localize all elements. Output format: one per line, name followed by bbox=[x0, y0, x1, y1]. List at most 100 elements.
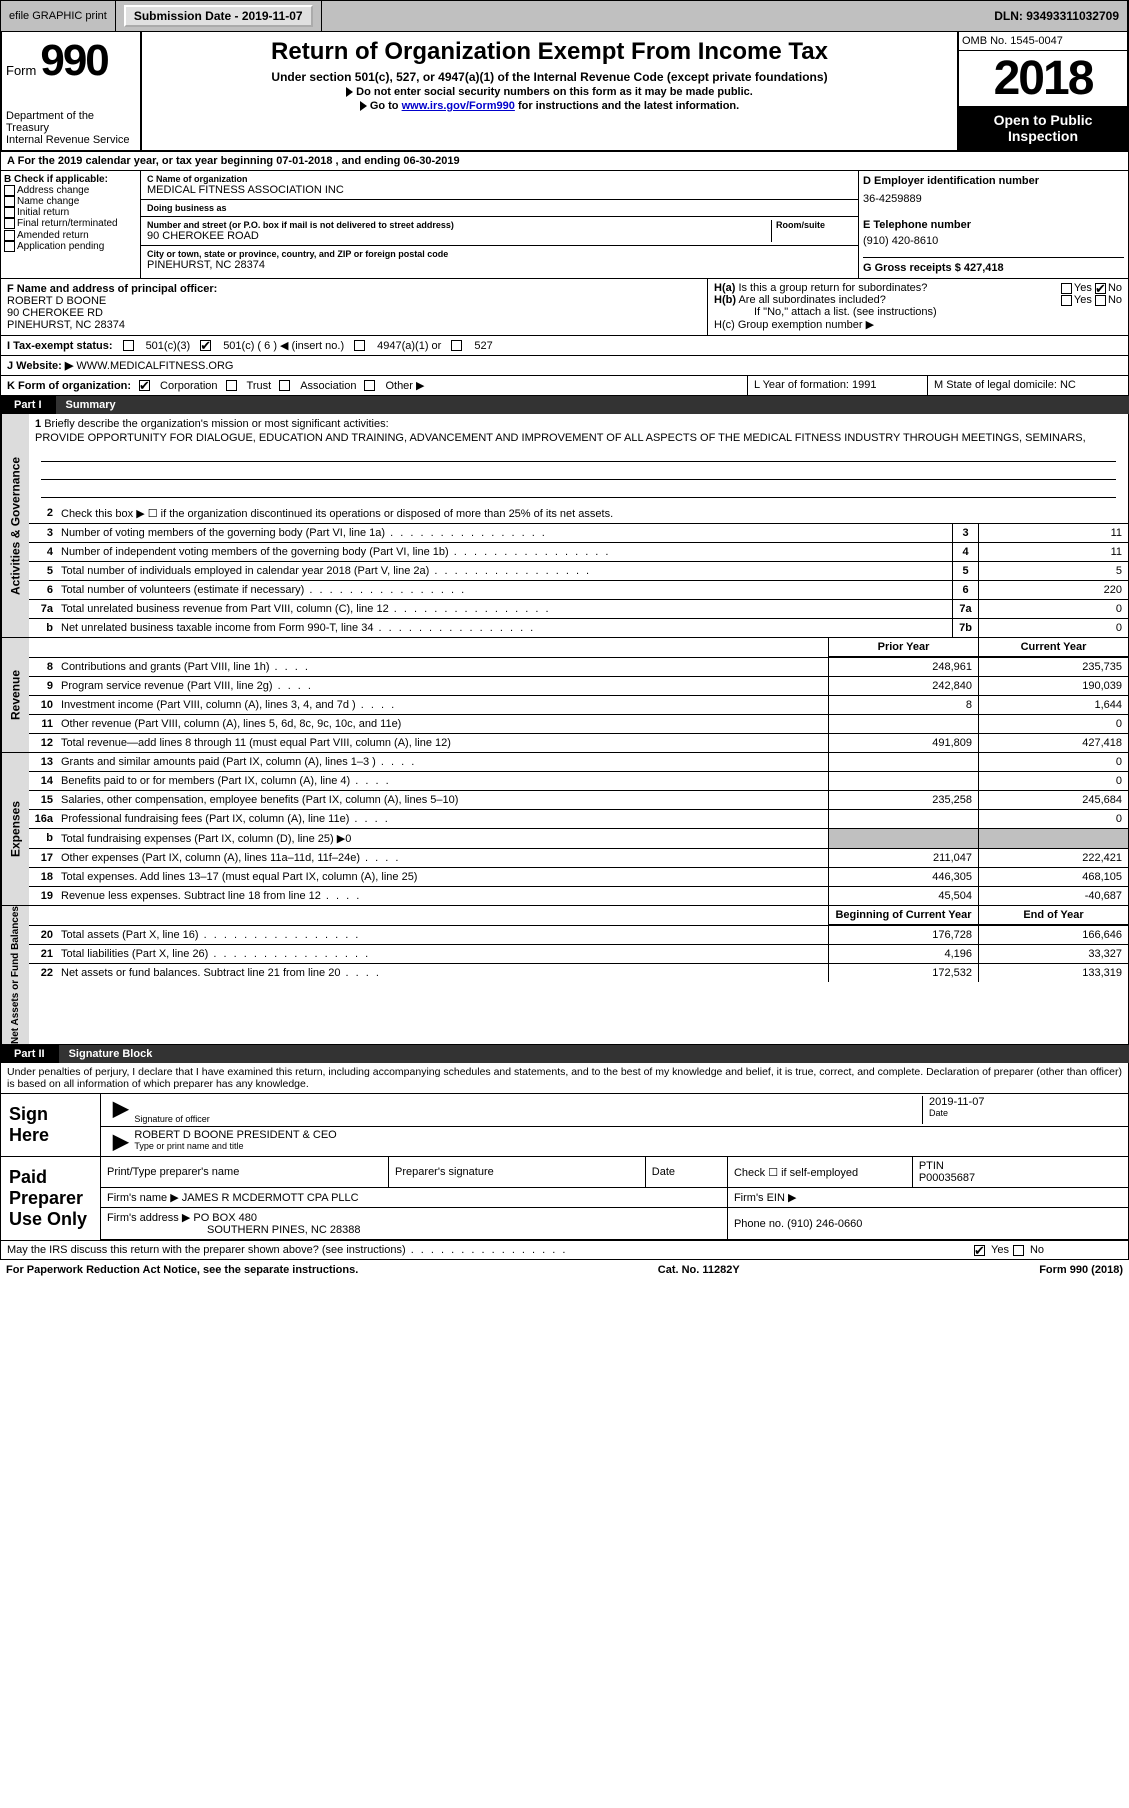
officer-addr1: 90 CHEROKEE RD bbox=[7, 307, 701, 319]
ein-label: D Employer identification number bbox=[863, 175, 1124, 187]
officer-name: ROBERT D BOONE bbox=[7, 295, 701, 307]
checkbox-icon[interactable] bbox=[1095, 295, 1106, 306]
vtab-activities: Activities & Governance bbox=[1, 414, 29, 637]
triangle-icon bbox=[360, 101, 367, 111]
checkbox-icon[interactable] bbox=[354, 340, 365, 351]
submission-date-button[interactable]: Submission Date - 2019-11-07 bbox=[124, 5, 313, 27]
firm-addr2: SOUTHERN PINES, NC 28388 bbox=[107, 1224, 360, 1236]
officer-label: F Name and address of principal officer: bbox=[7, 283, 701, 295]
gross-receipts: G Gross receipts $ 427,418 bbox=[863, 257, 1124, 274]
arrow-icon: ▶ bbox=[107, 1129, 134, 1154]
line7b: Net unrelated business taxable income fr… bbox=[57, 619, 952, 637]
row-f-h: F Name and address of principal officer:… bbox=[0, 279, 1129, 336]
col-begin: Beginning of Current Year bbox=[828, 906, 978, 925]
blank-line bbox=[41, 464, 1116, 480]
checkbox-icon[interactable] bbox=[4, 196, 15, 207]
city-label: City or town, state or province, country… bbox=[147, 249, 852, 259]
dba-label: Doing business as bbox=[147, 203, 852, 213]
line7a: Total unrelated business revenue from Pa… bbox=[57, 600, 952, 618]
omb-number: OMB No. 1545-0047 bbox=[959, 32, 1127, 51]
form-title: Return of Organization Exempt From Incom… bbox=[148, 38, 951, 66]
org-name-label: C Name of organization bbox=[147, 174, 852, 184]
ein-value: 36-4259889 bbox=[863, 193, 1124, 205]
checkbox-icon[interactable] bbox=[123, 340, 134, 351]
discuss-row: May the IRS discuss this return with the… bbox=[0, 1241, 1129, 1260]
line6: Total number of volunteers (estimate if … bbox=[57, 581, 952, 599]
box-h: H(a) Is this a group return for subordin… bbox=[708, 279, 1128, 335]
irs-link[interactable]: www.irs.gov/Form990 bbox=[402, 100, 515, 112]
line22: Net assets or fund balances. Subtract li… bbox=[57, 964, 828, 982]
checkbox-checked-icon[interactable] bbox=[200, 340, 211, 351]
section-activities: Activities & Governance 1 Briefly descri… bbox=[0, 414, 1129, 638]
date-caption: Date bbox=[929, 1108, 1122, 1118]
col-current-year: Current Year bbox=[978, 638, 1128, 657]
checkbox-icon[interactable] bbox=[279, 380, 290, 391]
top-bar: efile GRAPHIC print Submission Date - 20… bbox=[0, 0, 1129, 32]
checkbox-icon[interactable] bbox=[4, 218, 15, 229]
row-klm: K Form of organization: Corporation Trus… bbox=[0, 376, 1129, 396]
line15: Salaries, other compensation, employee b… bbox=[57, 791, 828, 809]
paid-preparer-block: Paid Preparer Use Only Print/Type prepar… bbox=[0, 1157, 1129, 1241]
firm-ein-lbl: Firm's EIN ▶ bbox=[727, 1188, 1128, 1208]
firm-name-lbl: Firm's name ▶ bbox=[107, 1192, 179, 1204]
section-expenses: Expenses 13Grants and similar amounts pa… bbox=[0, 753, 1129, 906]
col-prior-year: Prior Year bbox=[828, 638, 978, 657]
checkbox-icon[interactable] bbox=[226, 380, 237, 391]
checkbox-icon[interactable] bbox=[4, 241, 15, 252]
checkbox-icon[interactable] bbox=[1061, 283, 1072, 294]
checkbox-checked-icon[interactable] bbox=[974, 1245, 985, 1256]
prep-sig-hdr: Preparer's signature bbox=[389, 1157, 646, 1188]
name-caption: Type or print name and title bbox=[134, 1141, 1122, 1151]
website-label: J Website: ▶ bbox=[7, 360, 73, 372]
street-value: 90 CHEROKEE ROAD bbox=[147, 230, 767, 242]
part1-header: Part I Summary bbox=[0, 396, 1129, 414]
section-revenue: Revenue Prior YearCurrent Year 8Contribu… bbox=[0, 638, 1129, 753]
ptin-value: P00035687 bbox=[919, 1172, 975, 1184]
line16a: Professional fundraising fees (Part IX, … bbox=[57, 810, 828, 828]
firm-addr-lbl: Firm's address ▶ bbox=[107, 1212, 190, 1224]
checkbox-checked-icon[interactable] bbox=[1095, 283, 1106, 294]
open-public-badge: Open to Public Inspection bbox=[959, 106, 1127, 150]
footer-right: Form 990 (2018) bbox=[1039, 1264, 1123, 1276]
firm-name: JAMES R MCDERMOTT CPA PLLC bbox=[182, 1192, 359, 1204]
line20: Total assets (Part X, line 16) bbox=[57, 926, 828, 944]
vtab-revenue: Revenue bbox=[1, 638, 29, 752]
line8: Contributions and grants (Part VIII, lin… bbox=[57, 658, 828, 676]
firm-addr1: PO BOX 480 bbox=[193, 1212, 257, 1224]
perjury-statement: Under penalties of perjury, I declare th… bbox=[0, 1063, 1129, 1094]
line10: Investment income (Part VIII, column (A)… bbox=[57, 696, 828, 714]
part1-title: Summary bbox=[56, 396, 126, 414]
mission-text: PROVIDE OPPORTUNITY FOR DIALOGUE, EDUCAT… bbox=[35, 432, 1122, 444]
arrow-icon: ▶ bbox=[107, 1096, 134, 1124]
checkbox-icon[interactable] bbox=[451, 340, 462, 351]
checkbox-icon[interactable] bbox=[4, 207, 15, 218]
paid-preparer-label: Paid Preparer Use Only bbox=[1, 1157, 101, 1240]
checkbox-icon[interactable] bbox=[1013, 1245, 1024, 1256]
col-end: End of Year bbox=[978, 906, 1128, 925]
checkbox-icon[interactable] bbox=[4, 185, 15, 196]
dln-label: DLN: 93493311032709 bbox=[986, 1, 1128, 31]
form-990-logo: Form 990 bbox=[6, 36, 136, 86]
line4: Number of independent voting members of … bbox=[57, 543, 952, 561]
line1-desc: Briefly describe the organization's miss… bbox=[44, 418, 388, 430]
checkbox-checked-icon[interactable] bbox=[139, 380, 150, 391]
box-b: B Check if applicable: Address change Na… bbox=[1, 171, 141, 278]
checkbox-icon[interactable] bbox=[364, 380, 375, 391]
section-netassets: Net Assets or Fund Balances Beginning of… bbox=[0, 906, 1129, 1045]
row-i: I Tax-exempt status: 501(c)(3) 501(c) ( … bbox=[0, 336, 1129, 356]
footer-mid: Cat. No. 11282Y bbox=[658, 1264, 740, 1276]
checkbox-icon[interactable] bbox=[1061, 295, 1072, 306]
checkbox-icon[interactable] bbox=[4, 230, 15, 241]
officer-addr2: PINEHURST, NC 28374 bbox=[7, 319, 701, 331]
blank-line bbox=[41, 482, 1116, 498]
line14: Benefits paid to or for members (Part IX… bbox=[57, 772, 828, 790]
discuss-text: May the IRS discuss this return with the… bbox=[1, 1241, 968, 1259]
instruction-ssn: Do not enter social security numbers on … bbox=[148, 86, 951, 98]
page-footer: For Paperwork Reduction Act Notice, see … bbox=[0, 1260, 1129, 1280]
form-number: 990 bbox=[40, 36, 107, 86]
line11: Other revenue (Part VIII, column (A), li… bbox=[57, 715, 828, 733]
dept-irs: Internal Revenue Service bbox=[6, 134, 136, 146]
hc-label: H(c) Group exemption number ▶ bbox=[714, 318, 1122, 331]
efile-label: efile GRAPHIC print bbox=[1, 1, 116, 31]
street-label: Number and street (or P.O. box if mail i… bbox=[147, 220, 767, 230]
